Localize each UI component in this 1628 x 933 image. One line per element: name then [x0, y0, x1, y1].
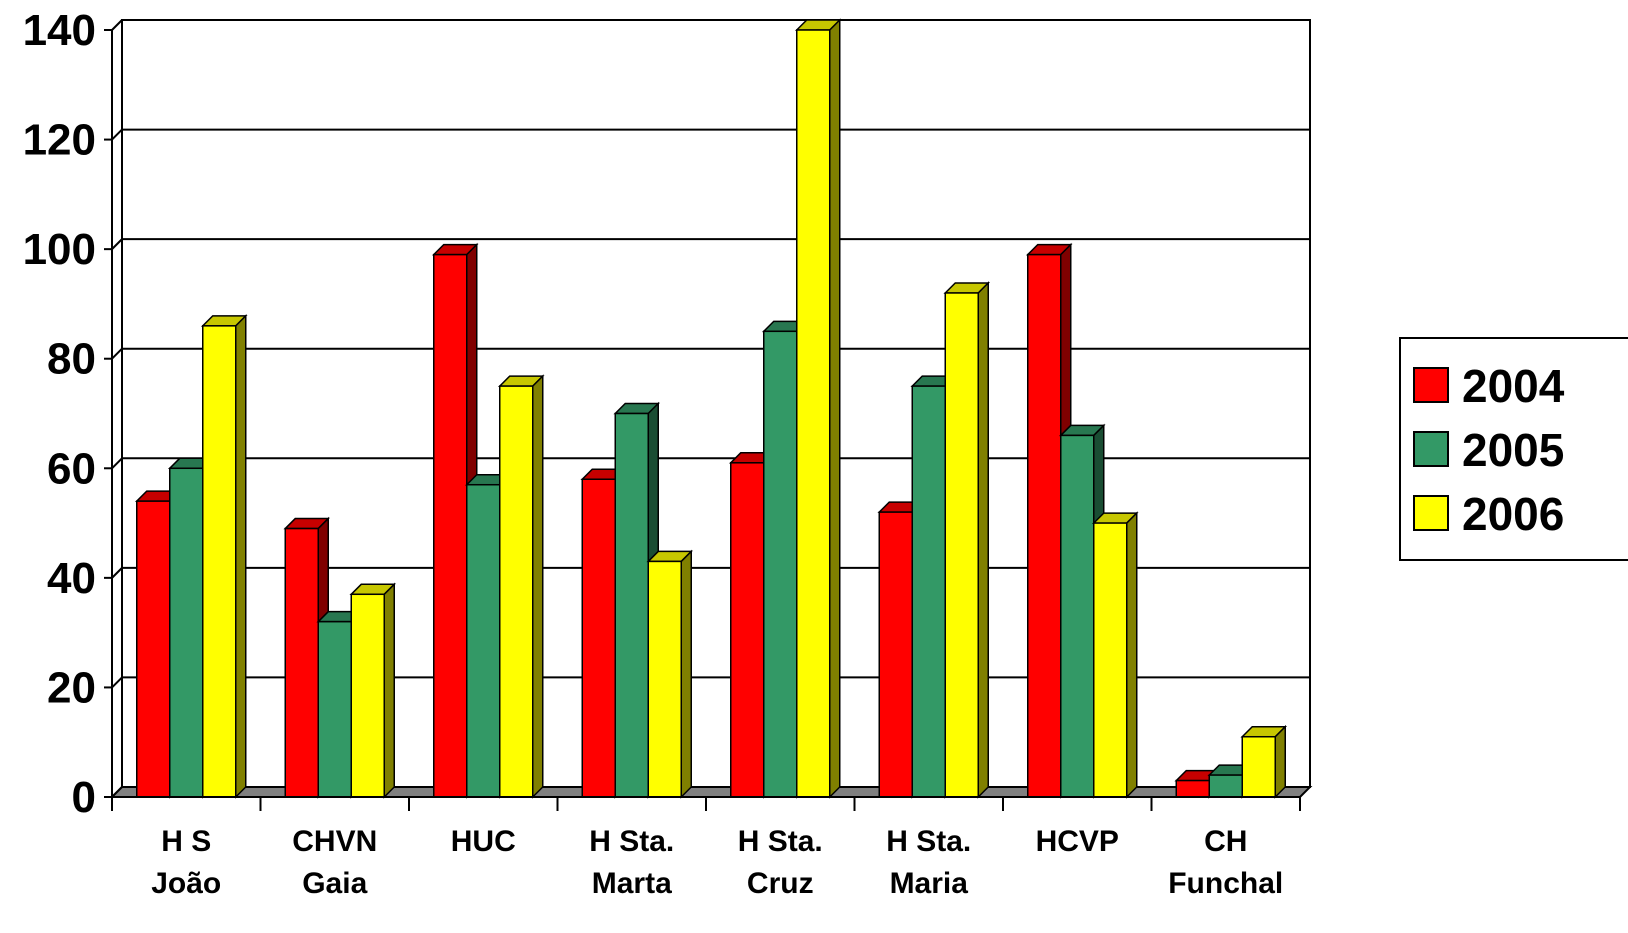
bar-front [730, 462, 765, 798]
gridline-side [111, 19, 123, 31]
bar [349, 582, 397, 799]
bar-front [169, 467, 204, 798]
legend-entry-label: 2004 [1462, 360, 1565, 412]
bar [794, 18, 842, 799]
bar-front [202, 325, 237, 798]
x-category-label: H Sta. Maria [886, 825, 971, 900]
legend-swatch [1413, 495, 1449, 531]
bars [134, 18, 1288, 799]
bar-side [829, 18, 841, 799]
bar-front [433, 253, 468, 798]
bar-side [383, 582, 395, 799]
bar [1240, 724, 1288, 799]
bar-front [1241, 735, 1276, 798]
bar-front [1175, 779, 1210, 798]
bar-front [284, 527, 319, 798]
bar-front [1027, 253, 1062, 798]
y-tick-label: 40 [47, 554, 96, 603]
y-tick-label: 80 [47, 335, 96, 384]
x-category-label: CH Funchal [1168, 825, 1283, 900]
gridline-side [111, 348, 123, 360]
bar-side [235, 314, 247, 799]
bar-front [317, 620, 352, 798]
bar-front [350, 593, 385, 798]
gridline-side [111, 128, 123, 141]
x-category-label: HUC [451, 825, 516, 858]
bar-front [499, 385, 534, 798]
bar-front [1093, 522, 1128, 798]
y-tick-label: 140 [23, 6, 96, 55]
gridline-side [111, 238, 123, 250]
bar-front [614, 412, 649, 798]
bar-front [796, 29, 831, 798]
y-tick-label: 60 [47, 444, 96, 493]
legend-swatch [1413, 367, 1449, 403]
bar-front [647, 560, 682, 798]
y-axis-tick-labels: 0 20 40 60 80 100 120 140 [23, 6, 96, 822]
gridline-side [111, 457, 123, 469]
bar [1091, 511, 1139, 799]
x-axis-category-labels: H S João CHVN Gaia HUC H Sta. Marta H Sta. Cruz H… [151, 825, 1283, 900]
bar-side [532, 374, 544, 799]
bar [497, 374, 545, 799]
bar-front [1060, 434, 1095, 798]
gridline-side [111, 567, 123, 579]
bar-side [680, 549, 692, 799]
bar [646, 549, 694, 799]
bar-front [763, 330, 798, 798]
x-category-label: HCVP [1036, 825, 1119, 858]
bar-front [878, 511, 913, 798]
bar-front [911, 385, 946, 798]
x-category-label: H Sta. Marta [589, 825, 674, 900]
x-category-label: H Sta. Cruz [738, 825, 823, 900]
bar [200, 314, 248, 799]
legend: 2004 2005 2006 [1399, 337, 1628, 561]
bar-front [944, 292, 979, 798]
x-category-label: CHVN Gaia [292, 825, 377, 900]
bar-side [1126, 511, 1138, 799]
y-tick-label: 20 [47, 663, 96, 712]
legend-entry-label: 2006 [1462, 488, 1564, 540]
axes [104, 20, 1301, 811]
bar [1025, 242, 1073, 799]
bar-side [977, 281, 989, 799]
bar-front [466, 483, 501, 798]
bar-side [1274, 724, 1286, 799]
y-tick-label: 120 [23, 116, 96, 165]
legend-swatch [1413, 431, 1449, 467]
legend-entry-label: 2005 [1462, 424, 1564, 476]
gridline-side [111, 676, 123, 689]
bar-front [1208, 774, 1243, 798]
x-category-label: H S João [151, 825, 221, 900]
bar [943, 281, 991, 799]
bar-front [581, 478, 616, 798]
y-tick-label: 0 [72, 773, 96, 822]
y-tick-label: 100 [23, 225, 96, 274]
bar-front [136, 500, 171, 798]
